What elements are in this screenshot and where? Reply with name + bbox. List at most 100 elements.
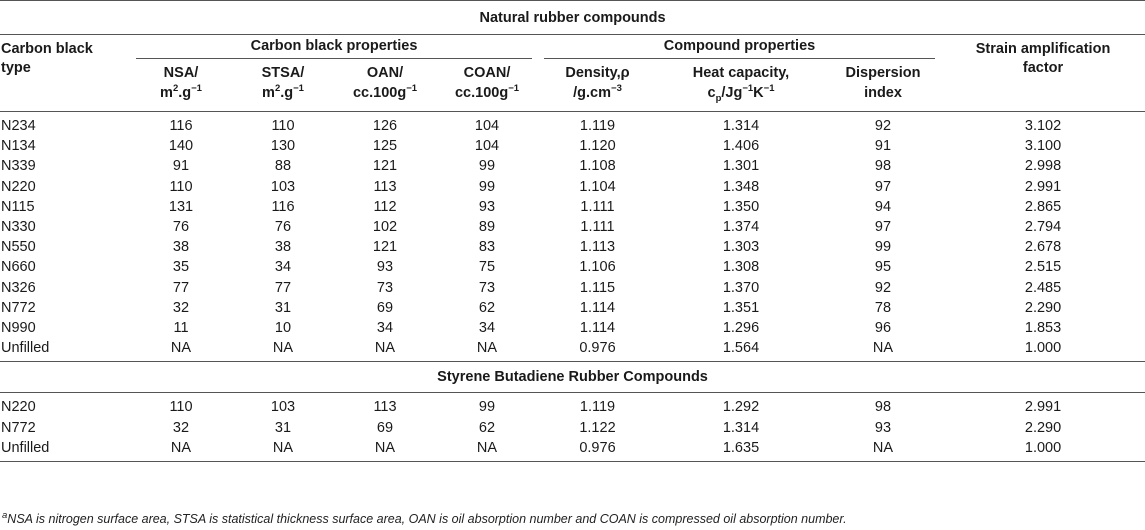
table-cell: 1.114: [579, 319, 616, 336]
table-cell: 93: [376, 259, 394, 276]
table-cell: 1.374: [722, 219, 760, 236]
row-label-cell: N550: [1, 239, 36, 256]
footnote-text: NSA is nitrogen surface area, STSA is st…: [7, 512, 847, 526]
row-label-cell: N772: [1, 419, 36, 436]
table-cell: 110: [169, 178, 193, 195]
table-cell: 73: [478, 279, 496, 296]
table-cell: 76: [274, 219, 292, 236]
table-row: N990 11 10 34 34 1.114 1.296 96 1.853: [0, 318, 1145, 338]
table-cell: 1.303: [722, 239, 760, 256]
table-cell: 10: [274, 319, 292, 336]
table-cell: 1.122: [579, 419, 616, 436]
sbr-title-section: Styrene Butadiene Rubber Compounds: [0, 361, 1145, 394]
table-cell: 97: [874, 178, 892, 195]
table-cell: 1.104: [579, 178, 616, 195]
table-cell: 2.290: [1024, 419, 1062, 436]
table-cell: 69: [376, 299, 394, 316]
table-cell: 2.991: [1024, 399, 1062, 416]
table-cell: 1.119: [579, 399, 616, 416]
table-cell: 1.120: [579, 138, 616, 155]
row-label-cell: N326: [1, 279, 36, 296]
table-cell: 1.000: [941, 338, 1145, 363]
table-cell: 1.106: [579, 259, 616, 276]
table-cell: 11: [173, 319, 189, 336]
row-label-cell: N134: [1, 138, 36, 155]
table-row: N330 76 76 102 89 1.111 1.374 97 2.794: [0, 217, 1145, 237]
table-row: N134 140 130 125 104 1.120 1.406 91 3.100: [0, 136, 1145, 156]
table-cell: 1.119: [579, 118, 616, 135]
table-cell: 98: [874, 399, 892, 416]
table-cell: 34: [274, 259, 292, 276]
table-cell: 93: [478, 198, 496, 215]
table-cell: 3.100: [1024, 138, 1062, 155]
row-label-cell: N220: [1, 178, 36, 195]
table-cell: 99: [478, 158, 496, 175]
table-cell: NA: [825, 338, 941, 363]
table-row: N234 116 110 126 104 1.119 1.314 92 3.102: [0, 112, 1145, 137]
row-label-cell: N990: [1, 319, 36, 336]
table-cell: 125: [372, 138, 398, 155]
table-cell: 1.113: [579, 239, 616, 256]
footnote: aNSA is nitrogen surface area, STSA is s…: [2, 509, 847, 526]
table-cell: 1.114: [579, 299, 616, 316]
table-cell: 99: [874, 239, 892, 256]
data-table: Natural rubber compounds Carbon black ty…: [0, 0, 1145, 462]
table-cell: 110: [169, 399, 193, 416]
table-cell: 32: [172, 419, 190, 436]
table-cell: 89: [478, 219, 496, 236]
table-cell: 1.564: [657, 338, 825, 363]
table-cell: 91: [172, 158, 190, 175]
table-cell: 76: [172, 219, 190, 236]
table-cell: NA: [436, 338, 538, 363]
table-row: N772 32 31 69 62 1.122 1.314 93 2.290: [0, 417, 1145, 437]
group-header-compound: Compound properties: [538, 35, 941, 62]
table-cell: 73: [376, 279, 394, 296]
table-cell: 2.515: [1024, 259, 1062, 276]
table-cell: 91: [874, 138, 892, 155]
table-cell: 62: [478, 419, 496, 436]
table-cell: 78: [874, 299, 892, 316]
table-cell: 1.351: [722, 299, 760, 316]
table-cell: 35: [172, 259, 190, 276]
table-cell: 34: [478, 319, 496, 336]
table-cell: 2.794: [1024, 219, 1062, 236]
table-row: N220 110 103 113 99 1.104 1.348 97 2.991: [0, 177, 1145, 197]
table-cell: 103: [270, 399, 296, 416]
table-cell: 31: [274, 419, 292, 436]
table-cell: 130: [270, 138, 296, 155]
table-cell: 92: [874, 279, 892, 296]
table-cell: 1.301: [722, 158, 760, 175]
column-header-type: Carbon black type: [0, 34, 130, 112]
column-header-saf: Strain amplification factor: [941, 34, 1145, 112]
group-header-carbon-black: Carbon black properties: [130, 35, 538, 62]
table-cell: 2.998: [1024, 158, 1062, 175]
table-row: N550 38 38 121 83 1.113 1.303 99 2.678: [0, 237, 1145, 257]
table-cell: 2.991: [1024, 178, 1062, 195]
row-label-cell: N339: [1, 158, 36, 175]
table-cell: 99: [478, 178, 496, 195]
table-cell: 1.853: [1024, 319, 1062, 336]
table-cell: 77: [274, 279, 292, 296]
table-row: N660 35 34 93 75 1.106 1.308 95 2.515: [0, 257, 1145, 277]
footnote-marker: a: [2, 509, 8, 521]
table-cell: 1.296: [722, 319, 760, 336]
table-cell: 96: [874, 319, 892, 336]
table-cell: 99: [478, 399, 496, 416]
table-cell: 83: [478, 239, 496, 256]
table-cell: 1.000: [941, 437, 1145, 462]
table-cell: 104: [474, 118, 500, 135]
column-header-dispersion: Dispersion index: [825, 61, 941, 112]
table-cell: 116: [271, 198, 295, 215]
table-row: N339 91 88 121 99 1.108 1.301 98 2.998: [0, 156, 1145, 176]
table-cell: NA: [334, 338, 436, 363]
table-cell: 140: [168, 138, 194, 155]
table-row: Unfilled NA NA NA NA 0.976 1.564 NA 1.000: [0, 338, 1145, 363]
table-cell: 112: [373, 198, 397, 215]
row-label-cell: N115: [1, 198, 35, 215]
table-cell: 62: [478, 299, 496, 316]
table-cell: 103: [270, 178, 296, 195]
table-cell: NA: [232, 437, 334, 462]
table-cell: 34: [376, 319, 394, 336]
table-cell: 1.111: [580, 198, 615, 215]
